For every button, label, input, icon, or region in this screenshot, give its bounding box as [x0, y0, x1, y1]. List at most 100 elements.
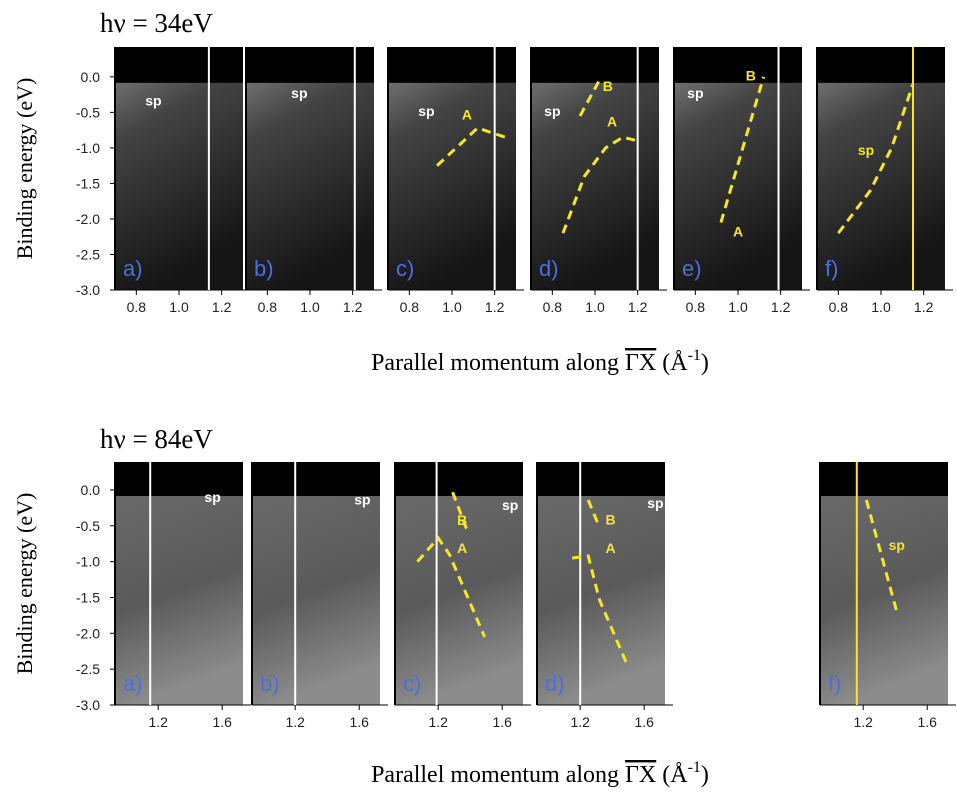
x-label-exponent: -1 — [688, 759, 701, 776]
x-tick-label: 1.2 — [285, 714, 305, 730]
y-tick-label: -3.0 — [76, 282, 100, 298]
above-fermi — [537, 462, 665, 496]
dispersion-curve — [864, 499, 899, 613]
x-tick-label: 1.6 — [212, 714, 232, 730]
annotation: A — [606, 540, 616, 556]
dispersion-curve — [578, 79, 601, 117]
above-fermi — [820, 462, 948, 496]
y-tick-label: -2.5 — [76, 246, 100, 262]
above-fermi — [246, 47, 374, 83]
x-tick-label: 1.2 — [570, 714, 590, 730]
intensity-map — [674, 47, 802, 290]
panel-label: b) — [254, 256, 274, 281]
dispersion-curve — [837, 83, 915, 235]
x-tick-label: 1.0 — [169, 299, 189, 315]
x-label-text: Parallel momentum along — [371, 762, 625, 788]
annotation: sp — [687, 85, 703, 101]
x-tick-label: 0.8 — [400, 299, 420, 315]
panel-label: f) — [825, 256, 838, 281]
intensity-map — [115, 47, 243, 290]
annotation: sp — [544, 103, 560, 119]
dispersion-curve — [451, 491, 469, 531]
y-tick-label: -1.5 — [76, 175, 100, 191]
y-tick-label: -2.0 — [76, 211, 100, 227]
panel-label: d) — [539, 256, 559, 281]
x-tick-label: 1.6 — [917, 714, 937, 730]
dispersion-curve — [572, 554, 628, 665]
intensity-map — [537, 462, 665, 705]
panel-label: e) — [682, 256, 702, 281]
x-tick-label: 1.0 — [728, 299, 748, 315]
panel-label: a) — [123, 671, 143, 696]
y-axis-label: Binding energy (eV) — [12, 493, 37, 675]
annotation: sp — [647, 495, 663, 511]
x-tick-label: 0.8 — [829, 299, 849, 315]
panel-label: d) — [545, 671, 565, 696]
y-tick-label: -1.0 — [76, 554, 100, 570]
annotation: sp — [418, 103, 434, 119]
y-tick-label: -1.0 — [76, 140, 100, 156]
panel-label: c) — [396, 256, 414, 281]
annotation: A — [462, 106, 472, 122]
x-tick-label: 1.2 — [914, 299, 934, 315]
x-tick-label: 1.2 — [485, 299, 505, 315]
annotation: B — [603, 78, 613, 94]
y-tick-label: -0.5 — [76, 518, 100, 534]
annotation: B — [606, 511, 616, 527]
x-label-exponent: -1 — [688, 347, 701, 364]
y-tick-label: 0.0 — [81, 69, 101, 85]
x-tick-label: 0.8 — [543, 299, 563, 315]
annotation: sp — [204, 489, 220, 505]
dispersion-curve — [586, 499, 601, 528]
x-tick-label: 1.2 — [343, 299, 363, 315]
annotation: sp — [889, 537, 905, 553]
intensity-map — [531, 47, 659, 290]
x-tick-label: 0.8 — [686, 299, 706, 315]
panel-label: c) — [403, 671, 421, 696]
annotation: A — [457, 540, 467, 556]
panel-label: f) — [828, 671, 841, 696]
x-tick-label: 1.0 — [585, 299, 605, 315]
x-tick-label: 1.0 — [442, 299, 462, 315]
annotation: sp — [354, 491, 370, 507]
annotation: sp — [502, 497, 518, 513]
x-tick-label: 1.6 — [634, 714, 654, 730]
x-label-close: ) — [701, 762, 709, 788]
row-title: hν = 34eV — [100, 8, 213, 38]
dispersion-curve — [719, 76, 766, 223]
above-fermi — [115, 462, 243, 496]
dispersion-curve — [436, 126, 506, 167]
x-tick-label: 1.0 — [871, 299, 891, 315]
x-axis-label: Parallel momentum along ΓX (Å-1) — [371, 347, 709, 376]
x-tick-label: 1.2 — [771, 299, 791, 315]
y-tick-label: 0.0 — [81, 482, 101, 498]
intensity-map — [820, 462, 948, 705]
intensity-map — [115, 462, 243, 705]
dispersion-curve — [561, 135, 639, 234]
x-axis-label: Parallel momentum along ΓX (Å-1) — [371, 759, 709, 788]
intensity-map — [395, 462, 523, 705]
y-tick-label: -2.5 — [76, 661, 100, 677]
x-tick-label: 1.2 — [428, 714, 448, 730]
x-tick-label: 1.6 — [349, 714, 369, 730]
y-tick-label: -2.0 — [76, 625, 100, 641]
x-tick-label: 1.6 — [492, 714, 512, 730]
annotation: B — [457, 512, 467, 528]
x-tick-label: 1.2 — [628, 299, 648, 315]
x-tick-label: 0.8 — [127, 299, 147, 315]
above-fermi — [115, 47, 243, 83]
annotation: sp — [145, 92, 161, 108]
row-title: hν = 84eV — [100, 424, 213, 454]
intensity-map — [388, 47, 516, 290]
annotation: A — [733, 224, 743, 240]
intensity-map — [246, 47, 374, 290]
panel-label: b) — [260, 671, 280, 696]
y-tick-label: -0.5 — [76, 104, 100, 120]
x-label-direction: ΓX — [625, 762, 656, 788]
y-tick-label: -3.0 — [76, 697, 100, 713]
intensity-map — [252, 462, 380, 705]
above-fermi — [817, 47, 945, 83]
above-fermi — [531, 47, 659, 83]
dispersion-curve — [416, 535, 486, 638]
